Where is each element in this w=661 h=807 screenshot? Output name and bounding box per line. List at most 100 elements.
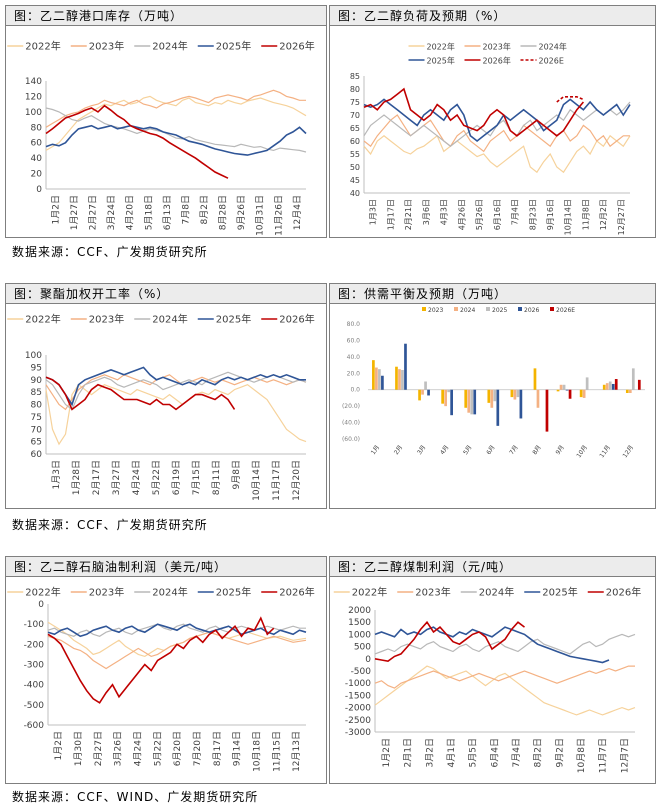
legend-label: 2022年 — [25, 313, 60, 326]
x-tick-label: 10月14日 — [564, 199, 573, 235]
bar-2025-11月 — [608, 381, 612, 390]
x-tick-label: 12月2日 — [599, 199, 608, 230]
bar-2025-6月 — [493, 389, 497, 402]
bar-2023-10月 — [579, 389, 583, 398]
x-tick-label: 10月8日 — [576, 738, 587, 773]
legend-swatch — [550, 307, 554, 311]
legend-label: 2026年 — [279, 40, 314, 53]
bar-2024-2月 — [398, 369, 401, 390]
x-tick-label: 2月27日 — [93, 731, 104, 766]
legend-label: 2024年 — [479, 586, 514, 599]
x-tick-label: 11月26日 — [273, 195, 284, 236]
x-tick-label: 10月 — [575, 444, 589, 459]
y-tick-label: 40.0 — [347, 354, 361, 361]
y-tick-label: 140 — [25, 77, 42, 87]
bar-2026E-12月 — [637, 379, 641, 390]
bar-2025-4月 — [447, 389, 450, 393]
bar-2026E-9月 — [568, 389, 572, 399]
x-tick-label: 8月28日 — [218, 195, 229, 230]
x-tick-label: 1月28日 — [71, 460, 82, 495]
x-tick-label: 1月2日 — [50, 195, 61, 224]
legend-label: 2026年 — [279, 313, 314, 326]
y-tick-label: 100 — [25, 108, 42, 118]
bar-2026-6月 — [496, 389, 500, 426]
y-tick-label: 95 — [31, 363, 42, 373]
legend-label: 2023 — [428, 307, 443, 314]
x-tick-label: 9月14日 — [232, 731, 243, 766]
x-tick-label: 4月20日 — [125, 195, 136, 230]
x-tick-label: 8月2日 — [533, 738, 544, 767]
y-tick-label: -3000 — [345, 728, 371, 738]
series-line-2023年 — [45, 374, 307, 411]
y-tick-label: (60.0) — [342, 436, 360, 443]
bar-2023-1月 — [372, 360, 375, 390]
x-tick-label: 6月 — [485, 444, 496, 456]
x-tick-label: 3月24日 — [106, 195, 117, 230]
series-line-2022年 — [374, 665, 636, 716]
y-tick-label: 40 — [350, 189, 360, 198]
x-tick-label: 1月2日 — [53, 731, 64, 760]
panel-load-forecast: 图：乙二醇负荷及预期（%） 40 45 50 55 60 65 70 75 80 85 1月3日 1月… — [329, 5, 656, 238]
bar-2025-12月 — [631, 368, 635, 390]
legend-label: 2025年 — [427, 56, 455, 66]
legend-label: 2023年 — [89, 313, 124, 326]
panel-coal-profit: 图：乙二醇煤制利润（元/吨） -3000 -2500 -2000 -1500 -1000… — [329, 556, 656, 784]
bar-2025-2月 — [401, 370, 404, 390]
y-tick-label: 20 — [31, 170, 43, 180]
y-tick-label: 80 — [350, 85, 360, 94]
y-tick-label: 0 — [36, 185, 42, 195]
bar-2025-1月 — [378, 369, 381, 390]
y-tick-label: -1500 — [345, 691, 371, 701]
bar-2023-6月 — [487, 389, 491, 403]
y-tick-label: -400 — [24, 681, 45, 691]
bar-2025-9月 — [562, 384, 566, 390]
y-tick-label: 0.0 — [350, 387, 360, 394]
series-line-2025年 — [47, 623, 307, 638]
legend-label: 2023年 — [483, 42, 511, 52]
legend-swatch — [486, 307, 490, 311]
y-tick-label: -500 — [351, 667, 372, 677]
legend-label: 2022年 — [25, 40, 60, 53]
series-line-2022年 — [45, 95, 307, 151]
x-tick-label: 2月1日 — [403, 738, 414, 767]
x-tick-label: 5月5日 — [468, 738, 479, 767]
chart-title: 图：乙二醇港口库存（万吨） — [6, 6, 326, 26]
bar-2026E-11月 — [614, 379, 618, 390]
y-tick-label: 500 — [354, 643, 371, 653]
y-tick-label: 50 — [350, 163, 360, 172]
x-tick-label: 8月11日 — [211, 460, 222, 495]
bar-2025-5月 — [470, 389, 474, 415]
chart-title: 图：乙二醇石脑油制利润（美元/吨） — [6, 557, 326, 577]
x-tick-label: 8月23日 — [528, 199, 537, 230]
x-tick-label: 11月7日 — [598, 738, 609, 773]
y-tick-label: 55 — [350, 150, 360, 159]
x-tick-label: 7月 — [508, 444, 519, 456]
x-tick-label: 4月 — [439, 444, 450, 456]
legend-label: 2026年 — [606, 586, 641, 599]
x-tick-label: 3月2日 — [424, 738, 435, 767]
legend-label: 2023年 — [415, 586, 450, 599]
x-tick-label: 12月7日 — [619, 738, 630, 773]
series-line-2024年 — [47, 623, 306, 637]
bar-2023-2月 — [395, 366, 398, 390]
y-tick-label: -300 — [24, 661, 45, 671]
bar-2023-12月 — [625, 389, 629, 393]
x-tick-label: 9月 — [554, 444, 565, 456]
x-tick-label: 11月 — [598, 444, 612, 459]
series-line-2025年 — [45, 366, 306, 407]
series-line-2026年 — [47, 616, 275, 704]
x-tick-label: 2月21日 — [404, 199, 413, 230]
source-note: 数据来源：CCF、WIND、广发期货研究所 — [12, 790, 259, 804]
x-tick-label: 6月13日 — [162, 195, 173, 230]
x-tick-label: 11月17日 — [271, 460, 282, 501]
x-tick-label: 3月6日 — [422, 199, 431, 225]
x-tick-label: 6月4日 — [489, 738, 500, 767]
chart-title: 图：乙二醇负荷及预期（%） — [330, 6, 655, 26]
y-tick-label: 1500 — [348, 618, 371, 628]
legend-label: 2026年 — [483, 56, 511, 66]
y-tick-label: -100 — [24, 620, 45, 630]
x-tick-label: 6月20日 — [172, 731, 183, 766]
x-tick-label: 9月16日 — [546, 199, 555, 230]
legend-label: 2025年 — [216, 313, 251, 326]
chart-title: 图：供需平衡及预期（万吨） — [330, 284, 655, 304]
